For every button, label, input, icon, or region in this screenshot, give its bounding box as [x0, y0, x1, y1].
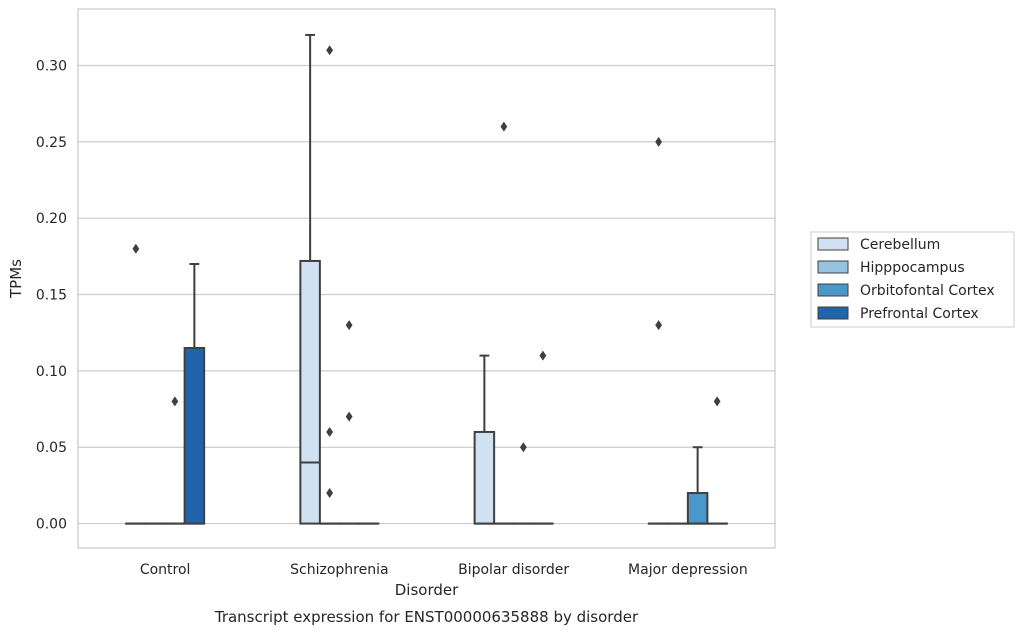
legend-label: Cerebellum [860, 237, 940, 253]
x-tick-label: Bipolar disorder [458, 562, 569, 578]
legend-swatch [817, 306, 849, 320]
outlier-point [655, 320, 663, 331]
legend-label: Orbitofontal Cortex [860, 283, 995, 299]
outlier-point [655, 136, 663, 147]
chart-caption: Transcript expression for ENST0000063588… [214, 608, 639, 626]
y-tick-label: 0.30 [36, 58, 67, 74]
legend-swatch [817, 237, 849, 251]
outlier-point [713, 396, 721, 407]
legend-label: Hipppocampus [860, 260, 965, 276]
y-tick-label: 0.15 [36, 288, 67, 304]
y-axis-label: TPMs [7, 259, 25, 299]
box-cerebellum [299, 33, 321, 525]
y-axis-ticks: 0.00 0.05 0.10 0.15 0.20 0.25 0.30 [36, 58, 67, 532]
x-tick-label: Control [140, 562, 191, 578]
outlier-point [500, 121, 508, 132]
y-tick-label: 0.10 [36, 364, 67, 380]
box-body [473, 430, 496, 525]
y-tick-label: 0.25 [36, 135, 67, 151]
box-body [686, 492, 709, 525]
legend-swatch [817, 260, 849, 274]
y-tick-label: 0.00 [36, 517, 67, 533]
outlier-points [132, 45, 721, 499]
outlier-point [519, 442, 527, 453]
plot-area-frame [77, 8, 776, 549]
x-axis-label: Disorder [395, 581, 459, 599]
box-orbitofontal-cortex [686, 446, 709, 525]
y-tick-label: 0.20 [36, 211, 67, 227]
legend-swatch [817, 283, 849, 297]
outlier-point [326, 45, 334, 56]
outlier-point [171, 396, 179, 407]
outlier-point [345, 411, 353, 422]
outlier-point [326, 426, 334, 437]
outlier-point [326, 488, 334, 499]
outlier-point [132, 243, 140, 254]
box-prefrontal-cortex [183, 262, 206, 525]
y-tick-label: 0.05 [36, 440, 67, 456]
x-axis-ticks: Control Schizophrenia Bipolar disorder Majo… [140, 562, 748, 578]
box-body [299, 259, 321, 525]
grid-lines [78, 64, 775, 525]
box-cerebellum [473, 354, 496, 525]
x-tick-label: Schizophrenia [290, 562, 388, 578]
x-tick-label: Major depression [628, 562, 748, 578]
box-series [125, 33, 728, 525]
legend-label: Prefrontal Cortex [860, 306, 979, 322]
legend: Cerebellum Hipppocampus Orbitofontal Corte… [810, 231, 1015, 328]
box-body [183, 346, 206, 525]
outlier-point [539, 350, 547, 361]
outlier-point [345, 320, 353, 331]
